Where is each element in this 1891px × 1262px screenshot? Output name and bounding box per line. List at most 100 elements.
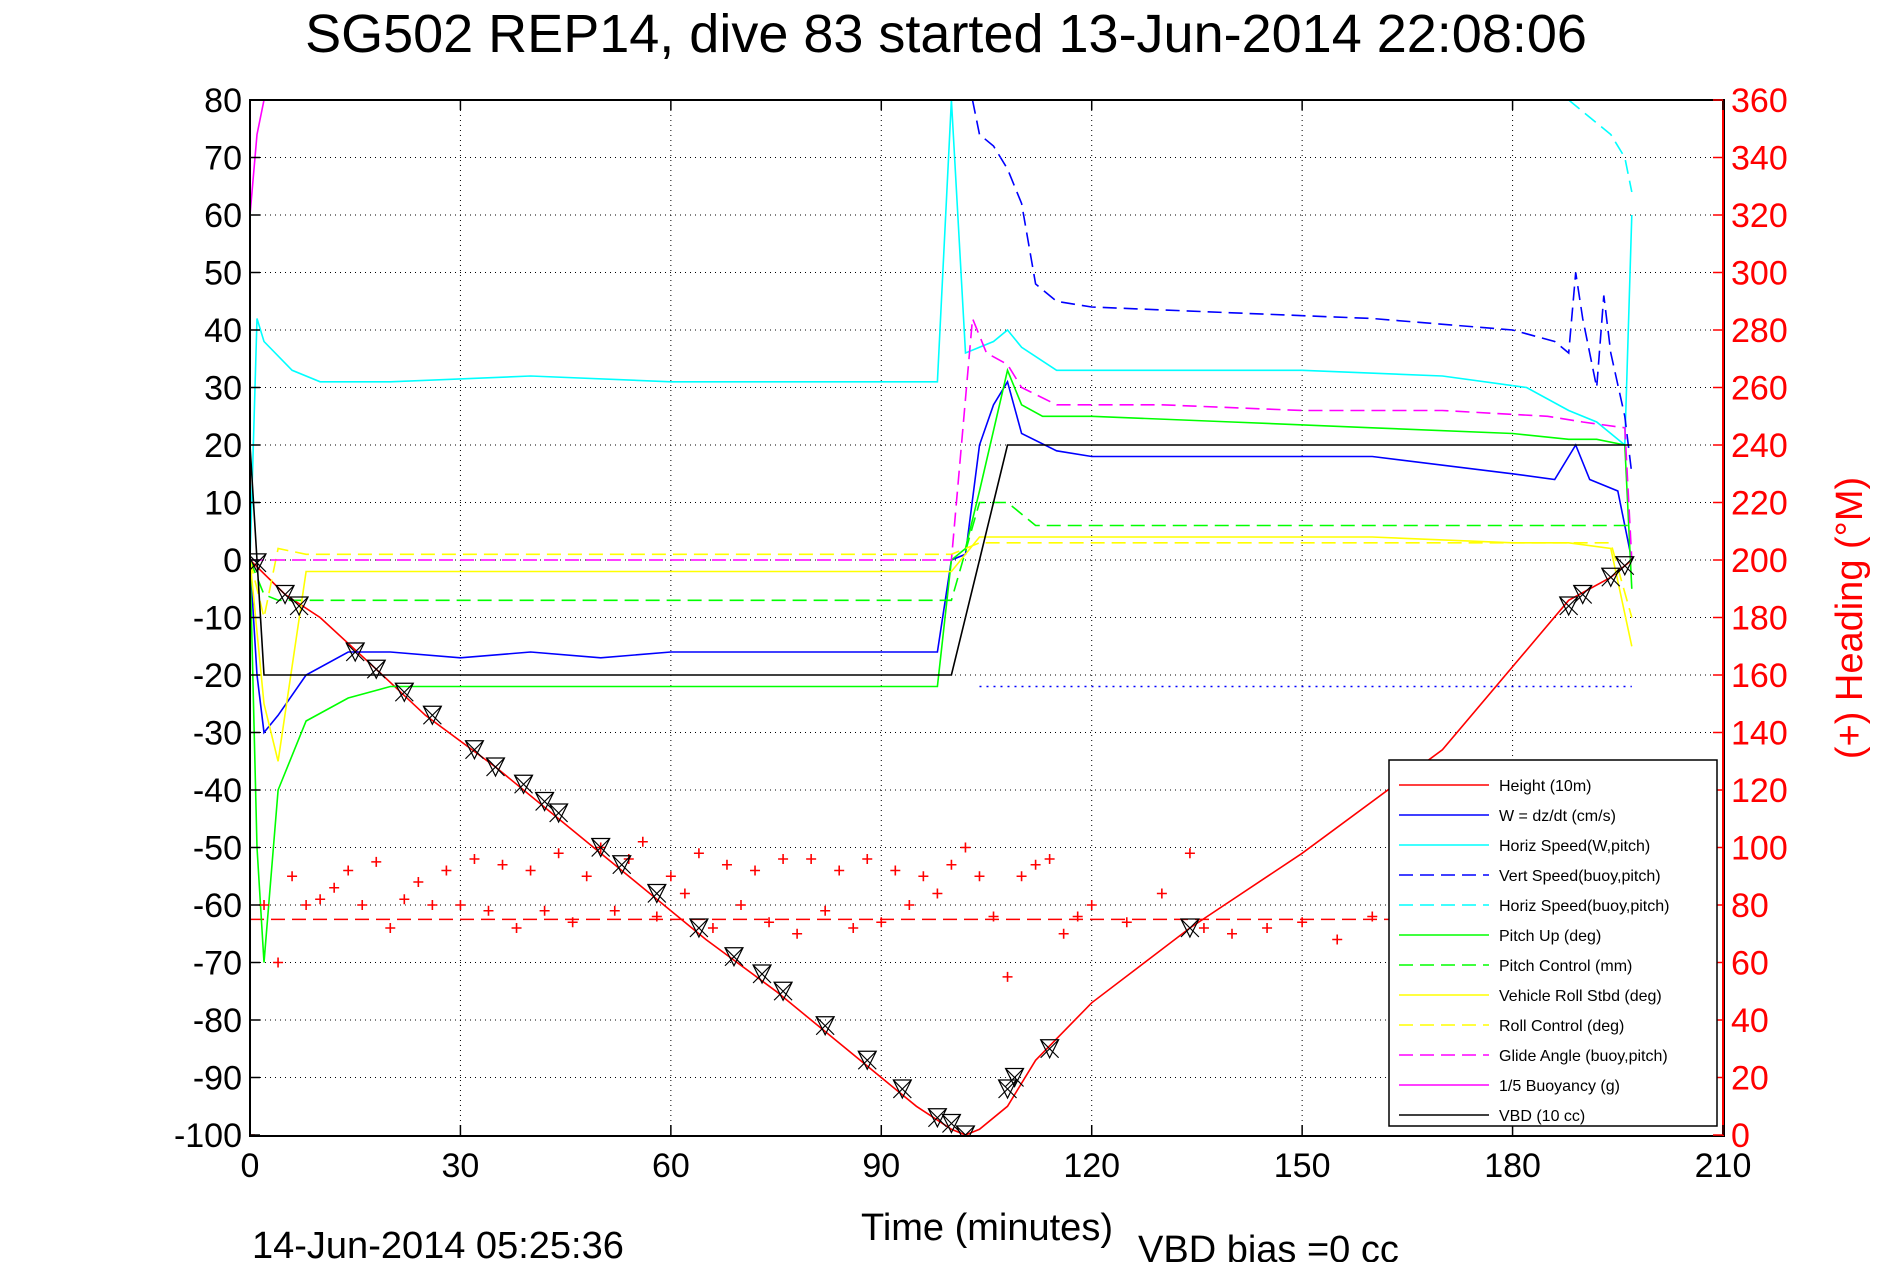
- footer-vbd-bias: VBD bias =0 cc: [1138, 1229, 1399, 1262]
- heading-point: [932, 888, 943, 899]
- legend-label-8: Roll Control (deg): [1499, 1018, 1624, 1035]
- heading-point: [441, 865, 452, 876]
- depth-marker: [611, 855, 632, 876]
- heading-point: [1297, 917, 1308, 928]
- heading-point: [567, 917, 578, 928]
- heading-point: [1227, 928, 1237, 939]
- depth-marker: [1614, 556, 1635, 577]
- right-y-tick-label: 160: [1731, 657, 1788, 695]
- depth-marker: [590, 837, 611, 858]
- x-tick-label: 30: [442, 1147, 480, 1185]
- heading-point: [1002, 971, 1013, 982]
- depth-marker: [892, 1079, 913, 1100]
- depth-marker: [815, 1016, 836, 1037]
- heading-point: [413, 877, 424, 887]
- depth-marker: [646, 883, 667, 904]
- heading-point: [736, 900, 746, 910]
- x-tick-label: 60: [652, 1147, 690, 1185]
- heading-point: [1332, 934, 1343, 945]
- depth-marker: [997, 1079, 1018, 1100]
- legend-label-2: Horiz Speed(W,pitch): [1499, 838, 1650, 855]
- left-y-tick-label: -100: [174, 1117, 242, 1155]
- heading-point: [1030, 859, 1041, 870]
- depth-marker: [773, 981, 794, 1002]
- heading-point: [497, 859, 508, 870]
- right-y-tick-label: 320: [1731, 197, 1788, 235]
- heading-point: [792, 928, 803, 939]
- heading-point: [1072, 911, 1083, 922]
- heading-point: [707, 923, 718, 933]
- heading-point: [904, 900, 915, 910]
- heading-point: [693, 848, 704, 859]
- heading-point: [1198, 923, 1209, 933]
- legend: Height (10m) W = dz/dt (cm/s) Horiz Speed(…: [1388, 759, 1718, 1127]
- right-y-tick-label: 40: [1731, 1002, 1769, 1040]
- x-tick-label: 120: [1063, 1147, 1120, 1185]
- heading-point: [553, 848, 564, 859]
- left-y-tick-label: -70: [193, 945, 242, 983]
- left-y-tick-label: 30: [204, 370, 242, 408]
- legend-label-10: 1/5 Buoyancy (g): [1499, 1078, 1620, 1095]
- data-series-group: [250, 100, 1633, 1135]
- heading-point: [483, 905, 494, 916]
- depth-marker: [394, 682, 415, 703]
- right-y-tick-label: 120: [1731, 772, 1788, 810]
- left-y-tick-label: -80: [193, 1002, 242, 1040]
- heading-point: [988, 911, 999, 922]
- heading-point: [1044, 854, 1055, 864]
- heading-point: [539, 905, 550, 916]
- heading-point: [679, 888, 690, 899]
- series-line-2: [250, 100, 1633, 561]
- heading-point: [329, 882, 340, 893]
- right-y-axis-ticks: 0 20 40 60 80 100 120 140 160 180 200 220 240 260 280 3…: [1713, 82, 1788, 1155]
- right-y-tick-label: 80: [1731, 887, 1769, 925]
- right-y-tick-label: 20: [1731, 1060, 1769, 1098]
- depth-marker: [275, 584, 296, 605]
- heading-point: [273, 957, 284, 968]
- series-line-10: [250, 100, 265, 216]
- legend-label-7: Vehicle Roll Stbd (deg): [1499, 988, 1662, 1005]
- heading-point: [287, 871, 298, 882]
- right-y-tick-label: 240: [1731, 427, 1788, 465]
- heading-point: [862, 854, 873, 864]
- heading-point: [525, 865, 536, 876]
- footer-timestamp: 14-Jun-2014 05:25:36: [252, 1225, 624, 1262]
- heading-point: [259, 900, 270, 910]
- depth-marker: [941, 1113, 962, 1134]
- depth-marker: [250, 553, 267, 574]
- depth-marker: [1558, 596, 1579, 617]
- right-y-tick-label: 0: [1731, 1117, 1750, 1155]
- series-line-6: [250, 501, 1632, 602]
- left-y-tick-label: 10: [204, 485, 242, 523]
- depth-marker: [1600, 567, 1621, 588]
- heading-point: [343, 865, 354, 876]
- left-y-tick-label: -30: [193, 715, 242, 753]
- depth-marker: [752, 964, 773, 985]
- right-y-tick-label: 140: [1731, 715, 1788, 753]
- heading-point: [1121, 917, 1132, 928]
- heading-point: [1184, 848, 1195, 859]
- x-tick-label: 90: [862, 1147, 900, 1185]
- heading-point: [651, 911, 662, 922]
- heading-point: [357, 900, 368, 910]
- depth-marker: [1179, 918, 1200, 939]
- series-line-0: [250, 559, 1633, 1135]
- right-y-tick-label: 260: [1731, 370, 1788, 408]
- x-tick-label: 0: [241, 1147, 260, 1185]
- x-axis-ticks: 0 30 60 90 120 150 180 210: [241, 100, 1751, 1185]
- heading-point: [820, 905, 831, 916]
- left-y-tick-label: -10: [193, 600, 242, 638]
- heading-point: [1262, 923, 1273, 933]
- left-y-tick-label: 0: [223, 542, 242, 580]
- depth-marker: [857, 1050, 878, 1071]
- heading-point: [427, 900, 438, 910]
- series-line-11: [250, 444, 1632, 676]
- depth-marker: [485, 757, 506, 778]
- series-line-3: [971, 100, 1633, 474]
- heading-point: [1086, 900, 1097, 910]
- heading-point: [455, 900, 466, 910]
- right-y-tick-label: 280: [1731, 312, 1788, 350]
- left-y-tick-label: -40: [193, 772, 242, 810]
- heading-point: [301, 900, 312, 910]
